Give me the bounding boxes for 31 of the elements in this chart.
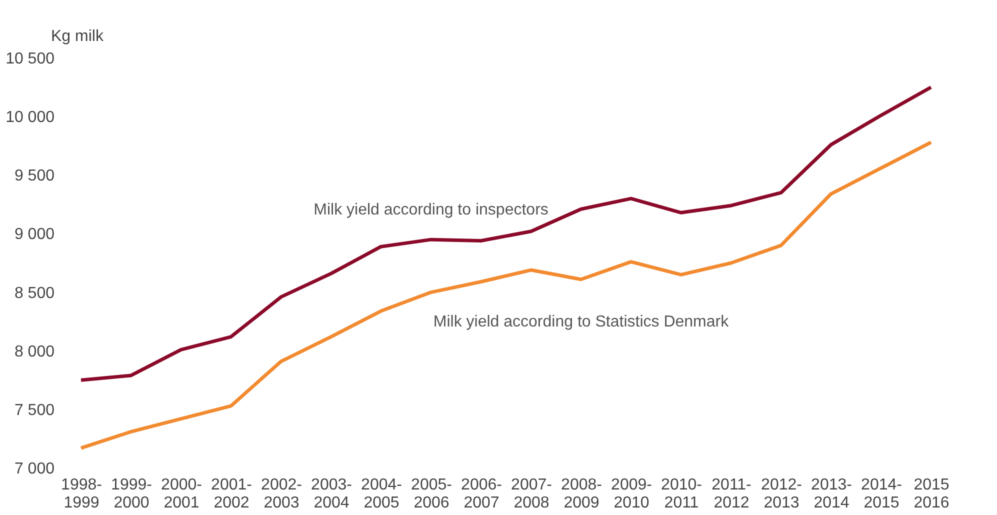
- x-tick-label: 2008- 2009: [561, 476, 602, 512]
- y-tick-label: 7 000: [14, 460, 55, 478]
- x-tick-label: 2011- 2012: [712, 476, 752, 512]
- y-tick-label: 9 500: [14, 168, 55, 185]
- line-series: [79, 86, 933, 382]
- y-tick-label: 7 500: [14, 402, 55, 419]
- series-label: Milk yield according to Statistics Denmark: [433, 313, 730, 330]
- x-tick-label: 2013- 2014: [811, 476, 852, 512]
- x-tick-label: 2015 2016: [914, 476, 950, 512]
- y-tick-label: 10 000: [6, 109, 55, 126]
- x-tick-label: 1998- 1999: [61, 476, 102, 512]
- y-axis-title: Kg milk: [51, 28, 104, 45]
- x-tick-label: 2005- 2006: [411, 476, 452, 512]
- x-tick-label: 2012- 2013: [761, 476, 802, 512]
- x-tick-label: 2003- 2004: [311, 476, 352, 512]
- series-label: Milk yield according to inspectors: [314, 202, 548, 219]
- x-tick-label: 2001- 2002: [211, 476, 252, 512]
- x-tick-label: 2000- 2001: [161, 476, 202, 512]
- x-tick-label: 2014- 2015: [861, 476, 902, 512]
- x-tick-label: 2007- 2008: [511, 476, 552, 512]
- x-tick-label: 2009- 2010: [611, 476, 652, 512]
- x-tick-label: 2004- 2005: [361, 476, 402, 512]
- y-tick-label: 10 500: [6, 50, 55, 68]
- y-tick-label: 9 000: [14, 226, 55, 244]
- x-tick-label: 2010- 2011: [661, 476, 702, 512]
- line-series: [79, 140, 933, 450]
- x-tick-label: 2006- 2007: [461, 476, 502, 512]
- x-tick-label: 2002- 2003: [261, 476, 302, 512]
- y-tick-label: 8 000: [14, 343, 55, 360]
- y-tick-label: 8 500: [14, 284, 55, 302]
- x-tick-label: 1999- 2000: [111, 476, 152, 512]
